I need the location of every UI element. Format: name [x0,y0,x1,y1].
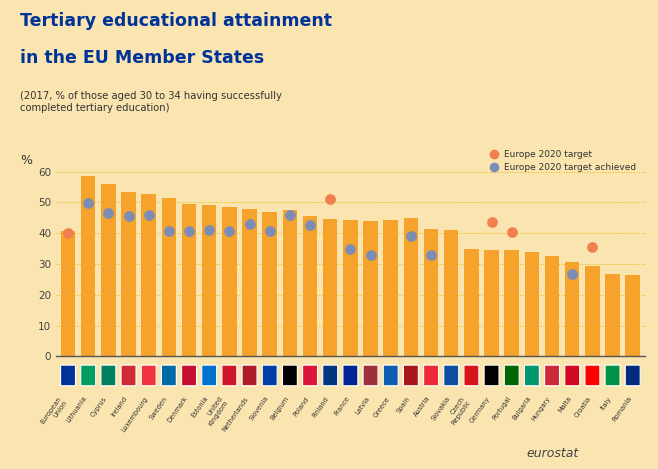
Point [143,212,154,219]
Bar [626,275,640,356]
FancyBboxPatch shape [161,365,176,386]
FancyBboxPatch shape [141,365,156,386]
Point [305,221,315,228]
Point [507,228,517,235]
Bar [222,207,237,356]
FancyBboxPatch shape [484,365,499,386]
Legend: Europe 2020 target, Europe 2020 target achieved: Europe 2020 target, Europe 2020 target a… [486,145,640,177]
Point [164,227,174,234]
Bar [363,221,378,356]
Point [587,243,597,251]
Point [345,245,356,252]
FancyBboxPatch shape [282,365,297,386]
Bar [263,212,277,356]
FancyBboxPatch shape [363,365,378,386]
Bar [343,219,358,356]
Point [63,229,73,237]
FancyBboxPatch shape [222,365,237,386]
FancyBboxPatch shape [303,365,318,386]
FancyBboxPatch shape [605,365,620,386]
Text: eurostat: eurostat [526,446,578,460]
FancyBboxPatch shape [585,365,600,386]
FancyBboxPatch shape [443,365,459,386]
Bar [303,216,317,356]
Bar [403,218,418,356]
FancyBboxPatch shape [524,365,540,386]
FancyBboxPatch shape [464,365,479,386]
Bar [585,266,599,356]
Bar [444,230,459,356]
FancyBboxPatch shape [121,365,136,386]
Point [365,251,376,259]
Bar [101,184,116,356]
Bar [384,220,398,356]
Text: (2017, % of those aged 30 to 34 having successfully
completed tertiary education: (2017, % of those aged 30 to 34 having s… [20,91,282,113]
Bar [162,198,176,356]
Text: in the EU Member States: in the EU Member States [20,49,264,67]
Bar [565,263,580,356]
Bar [505,250,519,356]
Point [285,212,295,219]
FancyBboxPatch shape [182,365,197,386]
FancyBboxPatch shape [242,365,257,386]
Bar [605,273,620,356]
Point [426,251,436,258]
FancyBboxPatch shape [504,365,519,386]
FancyBboxPatch shape [565,365,580,386]
FancyBboxPatch shape [323,365,338,386]
Point [567,270,578,278]
Point [405,232,416,239]
Bar [242,209,257,356]
Bar [61,231,75,356]
FancyBboxPatch shape [424,365,438,386]
Bar [464,249,478,356]
Bar [424,229,438,356]
Bar [202,205,216,356]
Bar [182,204,196,356]
Bar [484,250,499,356]
FancyBboxPatch shape [403,365,418,386]
Y-axis label: %: % [20,153,32,166]
Point [224,227,235,235]
Text: Tertiary educational attainment: Tertiary educational attainment [20,12,332,30]
Bar [283,210,297,356]
Point [123,212,134,220]
FancyBboxPatch shape [625,365,640,386]
FancyBboxPatch shape [202,365,216,386]
FancyBboxPatch shape [101,365,116,386]
Bar [121,191,136,356]
Bar [524,252,539,356]
Point [83,199,93,207]
Point [325,196,336,203]
Point [184,227,194,234]
FancyBboxPatch shape [81,365,95,386]
FancyBboxPatch shape [61,365,76,386]
Bar [323,219,338,356]
Point [244,220,255,227]
Point [204,227,215,234]
FancyBboxPatch shape [343,365,358,386]
Bar [141,194,156,356]
Bar [545,256,559,356]
Bar [81,175,95,356]
Point [265,227,275,234]
Point [103,209,114,216]
FancyBboxPatch shape [383,365,398,386]
FancyBboxPatch shape [263,365,277,386]
FancyBboxPatch shape [545,365,559,386]
Point [486,219,497,226]
